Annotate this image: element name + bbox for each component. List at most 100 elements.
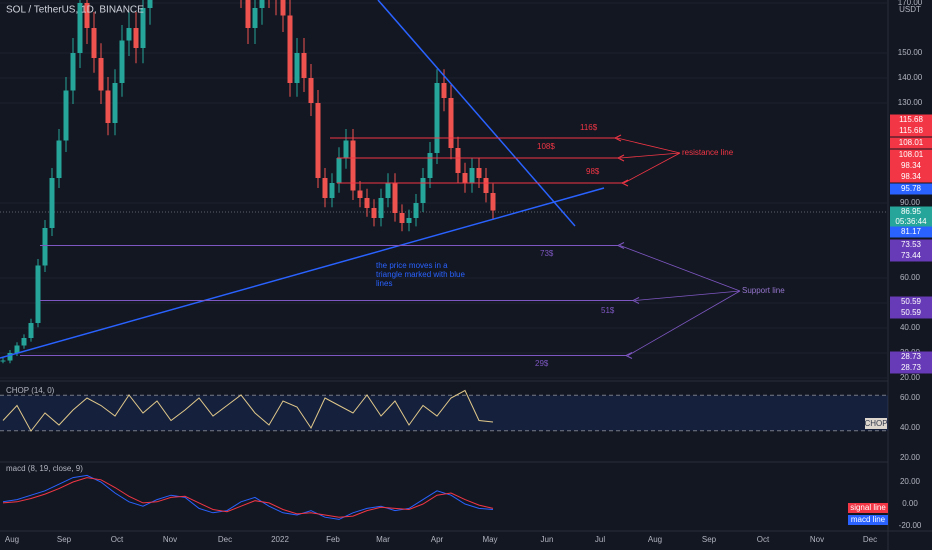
price-tag-bg: [890, 149, 932, 161]
pointer-line: [619, 152, 681, 159]
x-tick-label: Nov: [163, 535, 177, 544]
candle-body: [329, 183, 335, 198]
candle-body: [476, 168, 482, 178]
trend-line: [0, 187, 605, 359]
note-line: triangle marked with blue: [376, 270, 465, 279]
candle-body: [112, 83, 118, 123]
price-tag-bg: [890, 250, 932, 262]
y-tick-label: 130.00: [898, 98, 923, 107]
price-tag: 115.68: [899, 126, 923, 135]
candle-body: [42, 228, 48, 266]
candle-body: [315, 103, 321, 178]
candle-body: [14, 345, 20, 353]
candle-body: [406, 218, 412, 223]
candle-body: [7, 353, 13, 361]
x-tick-label: 2022: [271, 535, 289, 544]
candle-body: [385, 183, 391, 198]
arrow-head: [613, 134, 622, 142]
price-tag-bg: [890, 137, 932, 149]
price-tag: 50.59: [901, 308, 922, 317]
price-tag-bg: [890, 114, 932, 126]
candle-body: [441, 83, 447, 98]
candle-body: [35, 265, 41, 323]
candle-body: [21, 338, 27, 346]
y-tick-label: 150.00: [898, 48, 923, 57]
x-tick-label: Dec: [218, 535, 232, 544]
x-tick-label: Dec: [863, 535, 877, 544]
x-tick-label: Aug: [648, 535, 662, 544]
candle-body: [245, 0, 251, 28]
price-tag: 73.53: [901, 240, 922, 249]
price-tag-bg: [890, 183, 932, 195]
candle-body: [448, 98, 454, 148]
price-tag-bg: [890, 171, 932, 183]
pointer-line: [623, 152, 681, 184]
y-tick-label: 140.00: [898, 73, 923, 82]
candle-body: [371, 208, 377, 218]
y-tick-label: 0.00: [902, 499, 918, 508]
note-line: lines: [376, 279, 392, 288]
candle-body: [350, 140, 356, 191]
x-tick-label: Sep: [702, 535, 717, 544]
chop-band: [0, 395, 888, 431]
x-tick-label: May: [482, 535, 497, 544]
price-tag: 108.01: [899, 138, 924, 147]
candle-body: [364, 198, 370, 208]
legend-entry: macd line: [851, 515, 886, 524]
x-tick-label: Oct: [757, 535, 770, 544]
x-tick-label: Nov: [810, 535, 824, 544]
price-tag: 73.44: [901, 251, 922, 260]
candle-body: [462, 173, 468, 183]
candle-body: [301, 53, 307, 78]
candle-body: [322, 178, 328, 198]
price-tag-bg: [890, 226, 932, 238]
candle-body: [28, 323, 34, 338]
chop-title: CHOP (14, 0): [6, 386, 55, 395]
candle-body: [259, 0, 265, 8]
candle-body: [70, 53, 76, 91]
y-tick-label: -20.00: [899, 521, 922, 530]
candle-body: [483, 178, 489, 193]
price-tag-bg: [890, 362, 932, 374]
candle-body: [56, 140, 62, 178]
signal-line: [2, 477, 494, 518]
macd-title: macd (8, 19, close, 9): [6, 464, 83, 473]
candle-body: [294, 53, 300, 83]
currency: USDT: [899, 5, 921, 14]
pointer-line: [634, 290, 741, 301]
candle-body: [336, 158, 342, 183]
x-tick-label: Jun: [541, 535, 554, 544]
candle-body: [119, 40, 125, 83]
pointer-line: [616, 137, 681, 154]
arrow-head: [616, 154, 625, 162]
x-tick-label: Sep: [57, 535, 72, 544]
legend-entry: signal line: [850, 503, 886, 512]
price-tag: 05:36:44: [895, 217, 927, 226]
price-tag: 115.68: [899, 115, 923, 124]
price-tag-bg: [890, 296, 932, 308]
price-tag: 95.78: [901, 184, 922, 193]
candle-body: [469, 168, 475, 183]
y-tick-label: 60.00: [900, 393, 921, 402]
level-label: 108$: [537, 142, 555, 151]
symbol-title: SOL / TetherUS, 1D, BINANCE: [6, 5, 144, 16]
x-tick-label: Jul: [595, 535, 605, 544]
y-tick-label: 40.00: [900, 423, 921, 432]
candle-body: [357, 190, 363, 198]
price-pane: [0, 0, 888, 379]
level-label: 29$: [535, 359, 549, 368]
arrow-head: [616, 242, 625, 249]
legend-bg: [848, 515, 888, 525]
price-tag-bg: [890, 351, 932, 363]
price-tag-bg: [890, 216, 932, 228]
candle-body: [98, 58, 104, 91]
legend-bg: [848, 503, 888, 513]
trend-line: [377, 0, 576, 227]
y-tick-label: 20.00: [900, 373, 921, 382]
candle-body: [252, 8, 258, 28]
y-tick-label: 170.00: [898, 0, 923, 7]
candle-body: [490, 193, 496, 211]
price-tag: 28.73: [901, 352, 922, 361]
candle-body: [91, 28, 97, 58]
